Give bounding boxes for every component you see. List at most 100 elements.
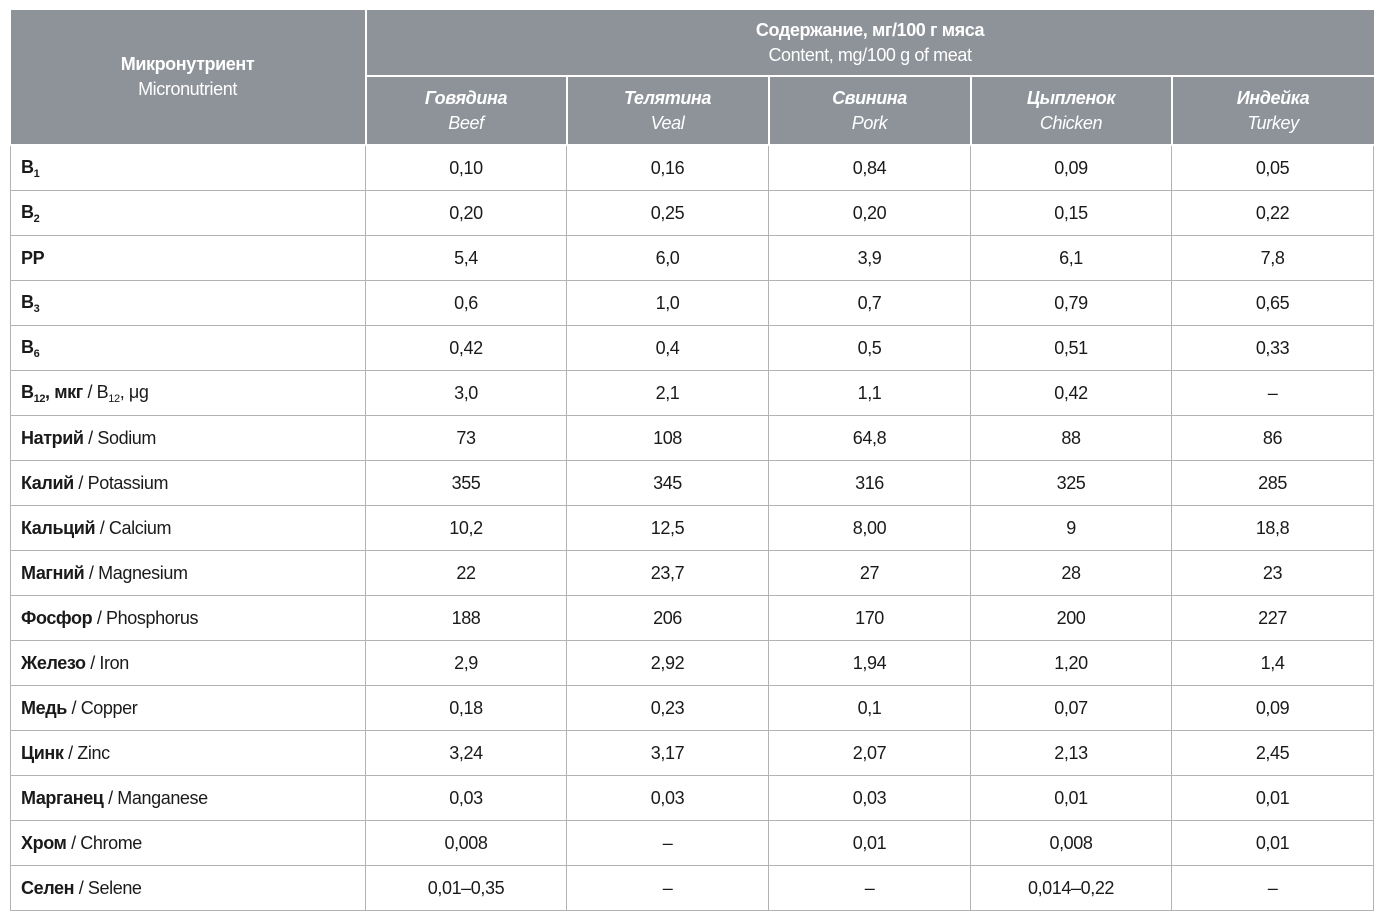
row-label: Железо / Iron — [10, 640, 366, 686]
value-cell: 8,00 — [768, 505, 971, 551]
value-cell: – — [566, 865, 769, 911]
value-cell: 0,008 — [365, 820, 567, 866]
label-part: Натрий — [21, 427, 84, 448]
table-row: B1 0,10 0,16 0,84 0,09 0,05 — [10, 144, 1375, 191]
row-label: Хром / Chrome — [10, 820, 366, 866]
value-cell: 64,8 — [768, 415, 971, 461]
nutrient-table: Микронутриент Micronutrient Содержание, … — [10, 10, 1375, 911]
value-cell: – — [566, 820, 769, 866]
label-part: 2 — [33, 212, 40, 225]
value-cell: 2,1 — [566, 370, 769, 416]
label-part: / Iron — [85, 652, 129, 673]
value-cell: 3,0 — [365, 370, 567, 416]
table-row: B2 0,20 0,25 0,20 0,15 0,22 — [10, 190, 1375, 236]
value-cell: 0,09 — [970, 144, 1172, 191]
label-part: / Magnesium — [84, 562, 188, 583]
value-cell: 0,01 — [1170, 775, 1375, 821]
value-cell: 285 — [1170, 460, 1375, 506]
header-ru: Телятина — [623, 87, 712, 108]
value-cell: 345 — [566, 460, 769, 506]
label-part: / Selene — [74, 877, 142, 898]
value-cell: 0,33 — [1170, 325, 1375, 371]
label-part: / Calcium — [95, 517, 172, 538]
value-cell: 1,0 — [566, 280, 769, 326]
table-row: B3 0,6 1,0 0,7 0,79 0,65 — [10, 280, 1375, 326]
value-cell: 0,20 — [768, 190, 971, 236]
value-cell: 6,1 — [970, 235, 1172, 281]
value-cell: 0,03 — [566, 775, 769, 821]
value-cell: 86 — [1170, 415, 1375, 461]
label-part: Медь — [21, 697, 67, 718]
value-cell: 0,5 — [768, 325, 971, 371]
header-ru: Цыпленок — [1026, 87, 1116, 108]
value-cell: 355 — [365, 460, 567, 506]
label-part: Калий — [21, 472, 74, 493]
value-cell: 0,18 — [365, 685, 567, 731]
label-part: B — [21, 291, 34, 312]
row-label: Марганец / Manganese — [10, 775, 366, 821]
table-row: Марганец / Manganese 0,03 0,03 0,03 0,01 0,01 — [10, 775, 1375, 821]
row-label: B6 — [10, 325, 366, 371]
row-label: B2 — [10, 190, 366, 236]
value-cell: 3,17 — [566, 730, 769, 776]
table-row: PP 5,4 6,0 3,9 6,1 7,8 — [10, 235, 1375, 281]
value-cell: 0,25 — [566, 190, 769, 236]
label-part: Фосфор — [21, 607, 93, 628]
label-part: / Chrome — [66, 832, 142, 853]
value-cell: 2,9 — [365, 640, 567, 686]
value-cell: 1,94 — [768, 640, 971, 686]
table-row: Хром / Chrome 0,008–0,01 0,008 0,01 — [10, 820, 1375, 866]
value-cell: 3,24 — [365, 730, 567, 776]
header-en: Veal — [650, 112, 685, 133]
header-en: Turkey — [1247, 112, 1299, 133]
value-cell: 206 — [566, 595, 769, 641]
table-row: Цинк / Zinc 3,24 3,17 2,07 2,13 2,45 — [10, 730, 1375, 776]
value-cell: 9 — [970, 505, 1172, 551]
table-header: Микронутриент Micronutrient Содержание, … — [10, 10, 1374, 146]
header-ru: Говядина — [424, 87, 508, 108]
value-cell: 170 — [768, 595, 971, 641]
column-header: Цыпленок Chicken — [969, 76, 1173, 146]
row-label: Калий / Potassium — [10, 460, 366, 506]
label-part: Кальций — [21, 517, 96, 538]
value-cell: 0,01–0,35 — [365, 865, 567, 911]
header-ru: Свинина — [832, 87, 907, 108]
label-part: / Sodium — [83, 427, 156, 448]
row-label: Натрий / Sodium — [10, 415, 366, 461]
value-cell: 1,1 — [768, 370, 971, 416]
value-cell: 0,6 — [365, 280, 567, 326]
header-row: Говядина Beef Телятина Veal Свинина Pork Цыпле… — [11, 76, 1374, 146]
label-part: Магний — [21, 562, 85, 583]
label-part: 3 — [33, 302, 40, 315]
value-cell: 2,45 — [1170, 730, 1375, 776]
value-cell: 0,008 — [970, 820, 1172, 866]
row-label: Цинк / Zinc — [10, 730, 366, 776]
column-header: Свинина Pork — [767, 76, 972, 146]
header-en: Pork — [851, 112, 888, 133]
value-cell: 28 — [970, 550, 1172, 596]
label-part: PP — [21, 247, 45, 268]
header-en: Content, mg/100 g of meat — [768, 44, 972, 65]
row-label: Кальций / Calcium — [10, 505, 366, 551]
label-part: B — [21, 156, 34, 177]
row-label: B12, мкг / B12, μg — [10, 370, 366, 416]
value-cell: 0,07 — [970, 685, 1172, 731]
value-cell: 6,0 — [566, 235, 769, 281]
value-cell: 0,42 — [970, 370, 1172, 416]
label-part: Хром — [21, 832, 67, 853]
value-cell: 0,7 — [768, 280, 971, 326]
label-part: 12 — [33, 392, 46, 405]
row-label: B3 — [10, 280, 366, 326]
value-cell: 1,4 — [1170, 640, 1375, 686]
label-part: Селен — [21, 877, 75, 898]
row-label: Медь / Copper — [10, 685, 366, 731]
table-row: B6 0,42 0,4 0,5 0,51 0,33 — [10, 325, 1375, 371]
row-label: Магний / Magnesium — [10, 550, 366, 596]
label-part: 1 — [33, 167, 40, 180]
table-body: B1 0,10 0,16 0,84 0,09 0,05 B2 0,20 0,25 0,20 0,15… — [10, 144, 1375, 911]
value-cell: 200 — [970, 595, 1172, 641]
value-cell: 23,7 — [566, 550, 769, 596]
group-header: Содержание, мг/100 г мяса Content, mg/10… — [364, 10, 1374, 77]
label-part: Железо — [21, 652, 86, 673]
table-row: Медь / Copper 0,18 0,23 0,1 0,07 0,09 — [10, 685, 1375, 731]
